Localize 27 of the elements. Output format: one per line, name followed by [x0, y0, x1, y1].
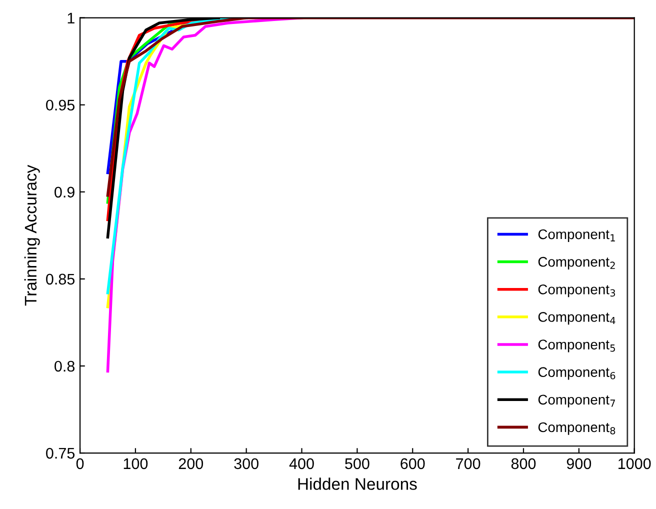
x-tick-label: 800 [511, 458, 536, 470]
legend-label: Component$_{1}$ [538, 229, 615, 242]
legend-label: Component$_{6}$ [538, 367, 616, 380]
x-tick-label: 500 [345, 458, 370, 470]
legend-label: Component$_{8}$ [538, 422, 616, 435]
x-axis-title: Hidden Neurons [298, 478, 417, 490]
x-tick-label: 700 [456, 458, 480, 470]
x-tick-label: 900 [566, 458, 592, 470]
x-tick-label: 1000 [618, 458, 651, 470]
legend-label: Component$_{2}$ [538, 256, 615, 270]
y-tick-label: 0.85 [46, 274, 75, 285]
legend-label: Component$_{5}$ [538, 340, 615, 352]
x-tick-label: 400 [289, 458, 314, 470]
y-tick-label: 0.9 [54, 186, 74, 198]
x-tick-label: 0 [76, 458, 84, 470]
x-tick-label: 200 [178, 458, 204, 470]
x-tick-label: 100 [124, 458, 148, 470]
legend-label: Component$_{3}$ [538, 284, 616, 298]
y-tick-label: 0.8 [54, 360, 75, 372]
legend-label: Component$_{4}$ [538, 312, 616, 325]
y-tick-label: 0.75 [46, 448, 75, 459]
legend-label: Component$_{7}$ [538, 394, 615, 408]
y-tick-label: 0.95 [46, 100, 75, 111]
y-axis-title: Trainning Accuracy [24, 164, 40, 306]
x-tick-label: 300 [234, 458, 258, 470]
y-tick-label: 1 [68, 12, 74, 24]
x-tick-label: 600 [400, 458, 425, 470]
